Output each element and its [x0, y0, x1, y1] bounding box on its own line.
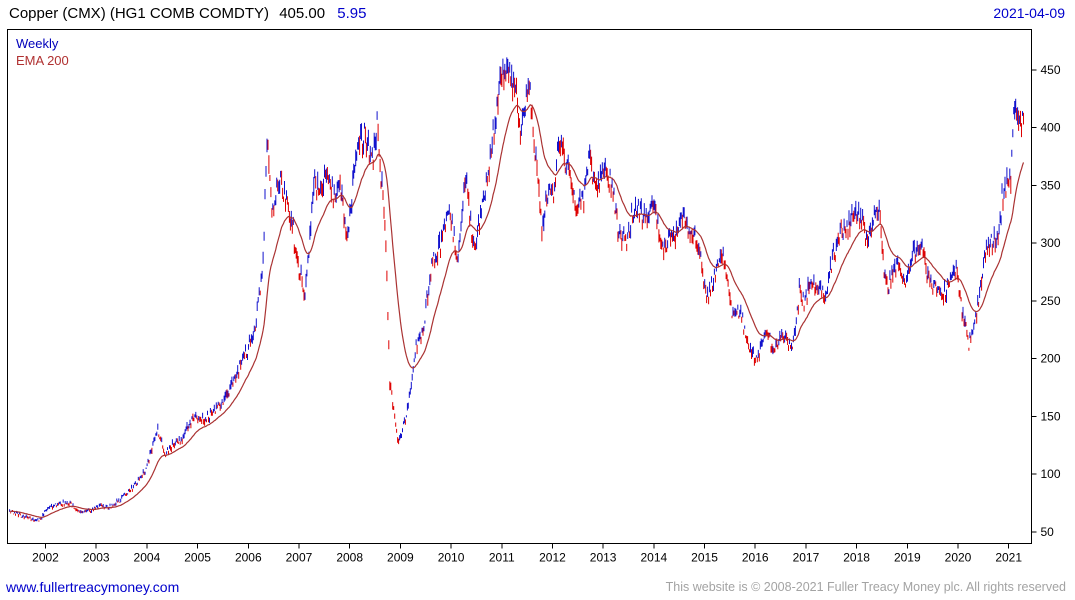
svg-text:2013: 2013 [590, 551, 617, 565]
svg-text:2014: 2014 [640, 551, 667, 565]
svg-text:100: 100 [1041, 467, 1061, 481]
svg-text:2020: 2020 [945, 551, 972, 565]
last-price: 405.00 [279, 5, 326, 22]
legend-weekly-label: Weekly [16, 36, 59, 51]
svg-text:2017: 2017 [793, 551, 820, 565]
svg-text:450: 450 [1041, 63, 1061, 77]
svg-text:2002: 2002 [32, 551, 59, 565]
svg-text:50: 50 [1041, 525, 1055, 539]
svg-text:2005: 2005 [184, 551, 211, 565]
svg-text:2009: 2009 [387, 551, 414, 565]
svg-text:2019: 2019 [894, 551, 921, 565]
svg-text:350: 350 [1041, 178, 1061, 192]
svg-text:2018: 2018 [843, 551, 870, 565]
chart-title: Copper (CMX) (HG1 COMB COMDTY) 405.00 5.… [9, 5, 366, 22]
price-change: 5.95 [337, 5, 367, 22]
chart-date: 2021-04-09 [993, 5, 1065, 21]
svg-text:2004: 2004 [134, 551, 161, 565]
instrument-title: Copper (CMX) (HG1 COMB COMDTY) [9, 5, 270, 22]
svg-text:2016: 2016 [742, 551, 769, 565]
svg-text:2008: 2008 [336, 551, 363, 565]
legend-ema200-label: EMA 200 [16, 53, 69, 68]
svg-text:2021: 2021 [995, 551, 1022, 565]
svg-text:200: 200 [1041, 352, 1061, 366]
svg-text:2007: 2007 [286, 551, 313, 565]
svg-text:150: 150 [1041, 409, 1061, 423]
copyright-text: This website is © 2008-2021 Fuller Treac… [665, 580, 1066, 594]
site-link[interactable]: www.fullertreacymoney.com [6, 579, 180, 595]
svg-text:2003: 2003 [83, 551, 110, 565]
svg-text:300: 300 [1041, 236, 1061, 250]
price-chart[interactable]: 50 100 150 200 250 300 350 400 450 2002 2003 2004 20… [7, 29, 1069, 575]
svg-text:2015: 2015 [691, 551, 718, 565]
svg-text:250: 250 [1041, 294, 1061, 308]
svg-text:2011: 2011 [489, 551, 515, 565]
svg-text:2010: 2010 [438, 551, 465, 565]
svg-text:400: 400 [1041, 121, 1061, 135]
svg-text:2006: 2006 [235, 551, 262, 565]
svg-text:2012: 2012 [539, 551, 566, 565]
